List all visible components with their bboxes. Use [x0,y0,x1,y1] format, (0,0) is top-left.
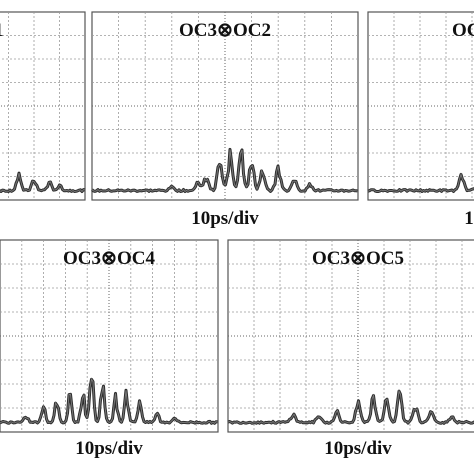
panel-title: OC3⊗OC4 [63,248,155,269]
time-scale: 10ps/div [324,438,392,459]
panel-title: OC3⊗OC1 [0,20,3,41]
scope-panel: OC3⊗OC2 [91,11,359,201]
scope-panel: OC3⊗OC4 [0,239,219,433]
trace-edge [0,172,86,193]
panel-title: OC3⊗OC2 [179,20,271,41]
panel-frame [367,11,474,201]
trace-edge [227,389,474,424]
scope-panel: OC3⊗OC3 [367,11,474,201]
scope-panel: OC3⊗OC5 [227,239,474,433]
trace-edge [91,149,358,193]
trace-edge [0,377,218,424]
panel-title: OC3⊗OC5 [312,248,404,269]
scope-panel: OC3⊗OC1 [0,11,86,201]
panel-frame [0,11,86,201]
time-scale: 10ps/div [191,208,259,229]
trace-edge [367,172,474,193]
time-scale: 10ps/div [464,208,474,229]
time-scale: 10ps/div [75,438,143,459]
panel-title: OC3⊗OC3 [452,20,474,41]
